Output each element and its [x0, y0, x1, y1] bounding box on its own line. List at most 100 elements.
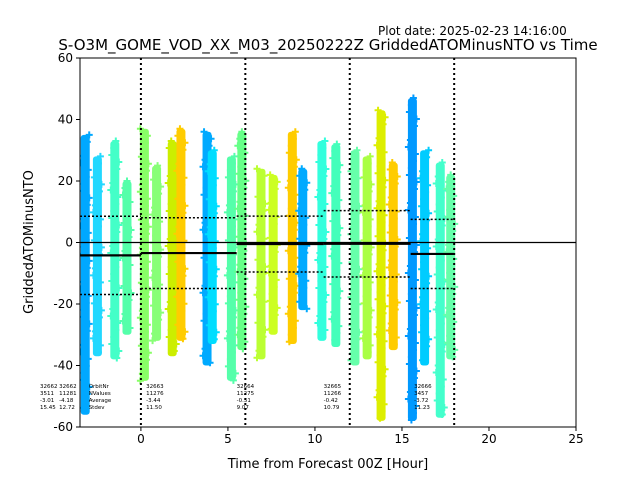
y-tick-label: -60: [53, 420, 73, 434]
x-tick-label: 5: [224, 432, 232, 446]
data-swath: [385, 159, 401, 351]
data-swath: [432, 159, 448, 419]
orbit-annotation-line: 9.07: [237, 405, 250, 411]
orbit-annotation-line: 32666: [414, 384, 432, 390]
orbit-annotation-line: 11.23: [414, 405, 430, 411]
orbit-annotation-line: -0.51: [237, 398, 251, 404]
swath-markers: [223, 152, 239, 384]
orbit-annotation-line: -0.42: [324, 398, 338, 404]
orbit-annotation: 32663 11276 -3.44 11.50: [146, 384, 164, 411]
data-swath: [265, 171, 281, 335]
swath-markers: [404, 94, 420, 424]
orbit-annotation-line: 11266: [324, 391, 342, 397]
y-tick-label: 0: [65, 236, 73, 250]
swath-body: [256, 168, 266, 360]
orbit-annotation-line: -3.01: [40, 398, 54, 404]
swath-body: [122, 181, 132, 335]
swath-markers: [314, 137, 330, 341]
x-tick-label: 0: [137, 432, 145, 446]
data-swath: [359, 152, 375, 360]
data-swath: [373, 106, 389, 422]
swath-markers: [373, 106, 389, 422]
swath-markers: [443, 171, 459, 361]
data-swath: [314, 137, 330, 341]
y-tick-label: 40: [58, 113, 73, 127]
annotation-legend-line: Average: [89, 398, 112, 404]
swath-markers: [89, 152, 105, 356]
data-swath: [347, 146, 363, 366]
orbit-annotation-line: -3.72: [414, 398, 428, 404]
y-tick-label: 60: [58, 51, 73, 65]
x-tick-label: 25: [568, 432, 583, 446]
data-swath: [404, 94, 420, 424]
data-swath: [223, 152, 239, 384]
data-swath: [204, 146, 220, 344]
orbit-annotation-line: 32665: [324, 384, 342, 390]
orbit-annotation: 32665 11266 -0.42 10.79: [324, 384, 342, 411]
annotation-legend: OrbitNr NValues Average Stdev: [89, 384, 112, 411]
orbit-annotation-line: 15.45: [40, 405, 56, 411]
data-swath: [119, 177, 135, 335]
orbit-annotation-line: 3511: [40, 391, 54, 397]
annotation-legend-line: Stdev: [89, 405, 106, 411]
data-swath: [284, 128, 300, 346]
annotation-legend-line: NValues: [89, 391, 111, 397]
chart-title: S-O3M_GOME_VOD_XX_M03_20250222Z GriddedA…: [58, 36, 597, 55]
swath-markers: [119, 177, 135, 332]
y-tick-label: -40: [53, 359, 73, 373]
swath-markers: [204, 146, 220, 343]
data-swath: [417, 146, 433, 366]
annotation-legend-line: OrbitNr: [89, 384, 110, 390]
data-swath: [253, 165, 269, 362]
swath-markers: [253, 165, 269, 362]
axis-ticks: 0 5 10 15 20 25 -60 -40 -20 0 20 40 60: [53, 51, 583, 446]
x-axis-label: Time from Forecast 00Z [Hour]: [227, 457, 429, 472]
swath-markers: [385, 159, 401, 349]
orbit-annotation-line: 32662: [40, 384, 58, 390]
orbit-annotation-line: 11.50: [146, 405, 162, 411]
swath-markers: [295, 165, 311, 313]
y-tick-label: 20: [58, 174, 73, 188]
data-swath: [295, 165, 311, 313]
orbit-annotation-line: 3457: [414, 391, 428, 397]
orbit-annotation: 32662 3511 -3.01 15.45: [40, 384, 58, 411]
orbit-annotation-line: -4.18: [59, 398, 74, 404]
data-swath: [328, 140, 344, 348]
orbit-annotation: 32662 11281 -4.18 12.72: [59, 384, 76, 411]
orbit-annotation-line: 32662: [59, 384, 76, 390]
x-tick-label: 10: [307, 432, 322, 446]
data-swaths: [80, 94, 459, 424]
swath-markers: [164, 137, 180, 355]
orbit-annotation: 32664 11275 -0.51 9.07: [237, 384, 255, 411]
swath-markers: [417, 146, 433, 364]
swath-markers: [359, 152, 375, 356]
y-axis-label: GriddedATOMinusNTO: [22, 170, 37, 314]
plot-date: Plot date: 2025-02-23 14:16:00: [378, 24, 567, 38]
orbit-annotation-line: 12.72: [59, 405, 75, 411]
data-swath: [136, 125, 152, 385]
swath-markers: [173, 125, 189, 343]
orbit-annotation-line: 11275: [237, 391, 255, 397]
orbit-annotation-line: 11281: [59, 391, 76, 397]
statistics-lines: [80, 58, 576, 427]
orbit-annotation-line: -3.44: [146, 398, 161, 404]
data-swath: [164, 137, 180, 357]
swath-markers: [347, 146, 363, 364]
swath-markers: [80, 131, 93, 412]
swath-markers: [107, 137, 123, 362]
orbit-annotation-line: 32664: [237, 384, 255, 390]
orbit-annotation-line: 32663: [146, 384, 164, 390]
swath-markers: [328, 140, 344, 344]
swath-markers: [284, 128, 300, 346]
y-tick-label: -20: [53, 297, 73, 311]
data-swath: [234, 128, 250, 353]
orbit-annotation: 32666 3457 -3.72 11.23: [414, 384, 432, 411]
data-swath: [80, 131, 93, 415]
data-swath: [443, 171, 459, 361]
x-tick-label: 15: [394, 432, 409, 446]
orbit-annotation-line: 11276: [146, 391, 164, 397]
swath-markers: [432, 159, 448, 419]
